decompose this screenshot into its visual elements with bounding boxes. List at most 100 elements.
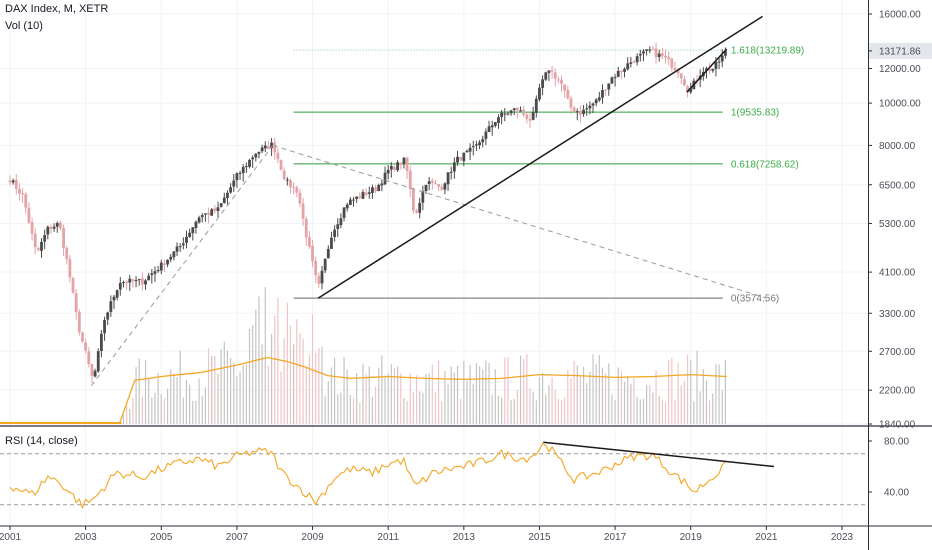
candle-body: [166, 259, 169, 265]
candle-body: [446, 172, 450, 185]
candle-body: [175, 246, 179, 252]
candle-body: [188, 232, 192, 238]
candle-body: [254, 153, 258, 158]
candle-body: [238, 172, 242, 174]
rsi-line: [9, 442, 726, 510]
candle-body: [213, 208, 217, 212]
candle-body: [118, 282, 122, 290]
time-tick-label: 2009: [301, 532, 324, 543]
candle-body: [304, 218, 308, 238]
candle-body: [541, 79, 545, 88]
candle-body: [418, 203, 422, 213]
candle-body: [525, 114, 529, 119]
trendlines: [90, 15, 767, 387]
candle-body: [616, 70, 620, 77]
candle-body: [503, 113, 507, 115]
candle-body: [320, 270, 324, 284]
rsi-pane: [0, 425, 932, 510]
symbol-legend[interactable]: DAX Index, M, XETR: [5, 3, 108, 15]
candle-body: [638, 53, 642, 56]
price-tick-label: 6500.00: [879, 180, 916, 191]
candle-body: [137, 279, 141, 281]
candle-body: [579, 110, 582, 115]
candle-body: [723, 50, 727, 56]
price-tick-label: 8000.00: [879, 141, 916, 152]
price-tick-label: 5300.00: [879, 219, 916, 230]
time-tick-label: 2005: [150, 532, 173, 543]
candle-body: [711, 68, 715, 71]
candle-body: [52, 226, 56, 229]
candle-body: [172, 251, 176, 258]
candle-body: [93, 370, 97, 377]
time-tick-label: 2003: [75, 532, 98, 543]
candle-body: [159, 262, 163, 271]
candle-body: [601, 89, 604, 98]
candle-body: [40, 241, 43, 251]
candle-body: [497, 117, 500, 123]
volume-title: Vol (10): [5, 20, 43, 32]
candle-body: [14, 179, 18, 189]
time-tick-label: 2023: [831, 532, 854, 543]
candle-body: [358, 196, 362, 198]
candle-body: [629, 62, 633, 64]
candle-body: [553, 72, 557, 79]
candle-body: [411, 188, 415, 211]
candle-body: [534, 98, 538, 113]
candle-body: [8, 180, 12, 183]
price-tick-label: 2700.00: [879, 347, 916, 358]
candle-body: [648, 49, 652, 51]
candle-body: [556, 79, 560, 81]
candle-body: [74, 293, 78, 313]
candle-body: [68, 259, 72, 278]
candle-body: [355, 196, 359, 199]
candle-body: [285, 179, 289, 181]
candle-body: [251, 157, 255, 160]
fibonacci-levels: 0(3574.56) 0.618(7258.62) 1(9535.83) 1.618(…: [293, 46, 804, 305]
candle-body: [440, 186, 444, 190]
candle-body: [270, 142, 273, 149]
candle-body: [244, 166, 248, 168]
candle-body: [705, 68, 708, 72]
rsi-tick-label: 80.00: [884, 437, 909, 448]
candle-body: [415, 210, 418, 213]
candle-body: [11, 180, 15, 183]
candle-body: [673, 68, 677, 71]
price-tick-label: 3300.00: [879, 309, 916, 320]
candle-body: [235, 173, 239, 181]
candle-body: [597, 97, 601, 101]
candle-body: [714, 61, 718, 69]
candle-body: [604, 89, 608, 91]
rsi-legend[interactable]: RSI (14, close): [5, 435, 78, 447]
candle-body: [21, 193, 25, 195]
candle-body: [210, 209, 214, 216]
candle-body: [144, 280, 147, 285]
volume-legend[interactable]: Vol (10): [5, 20, 43, 32]
candle-body: [125, 281, 129, 283]
candle-body: [654, 48, 658, 57]
price-tick-label: 4100.00: [879, 268, 916, 279]
candle-body: [27, 207, 31, 223]
candle-body: [676, 69, 680, 74]
grid: [0, 0, 868, 526]
candle-body: [642, 51, 645, 54]
rsi-title: RSI (14, close): [5, 435, 78, 447]
candle-body: [55, 222, 59, 227]
candle-body: [393, 166, 396, 171]
fib-label-0-618: 0.618(7258.62): [731, 159, 799, 170]
candle-body: [717, 61, 721, 63]
candle-body: [585, 108, 589, 110]
price-tick-label: 13171.86: [879, 46, 921, 57]
candle-body: [396, 162, 400, 171]
candle-body: [301, 203, 305, 219]
trendline-long-term-support: [317, 15, 763, 299]
candle-body: [402, 157, 406, 165]
candle-body: [421, 191, 425, 203]
candle-body: [267, 146, 270, 149]
candle-body: [471, 146, 475, 148]
candle-body: [222, 197, 226, 203]
candle-body: [430, 180, 434, 183]
candle-body: [197, 217, 201, 223]
candle-body: [153, 271, 157, 274]
candle-body: [147, 275, 151, 281]
